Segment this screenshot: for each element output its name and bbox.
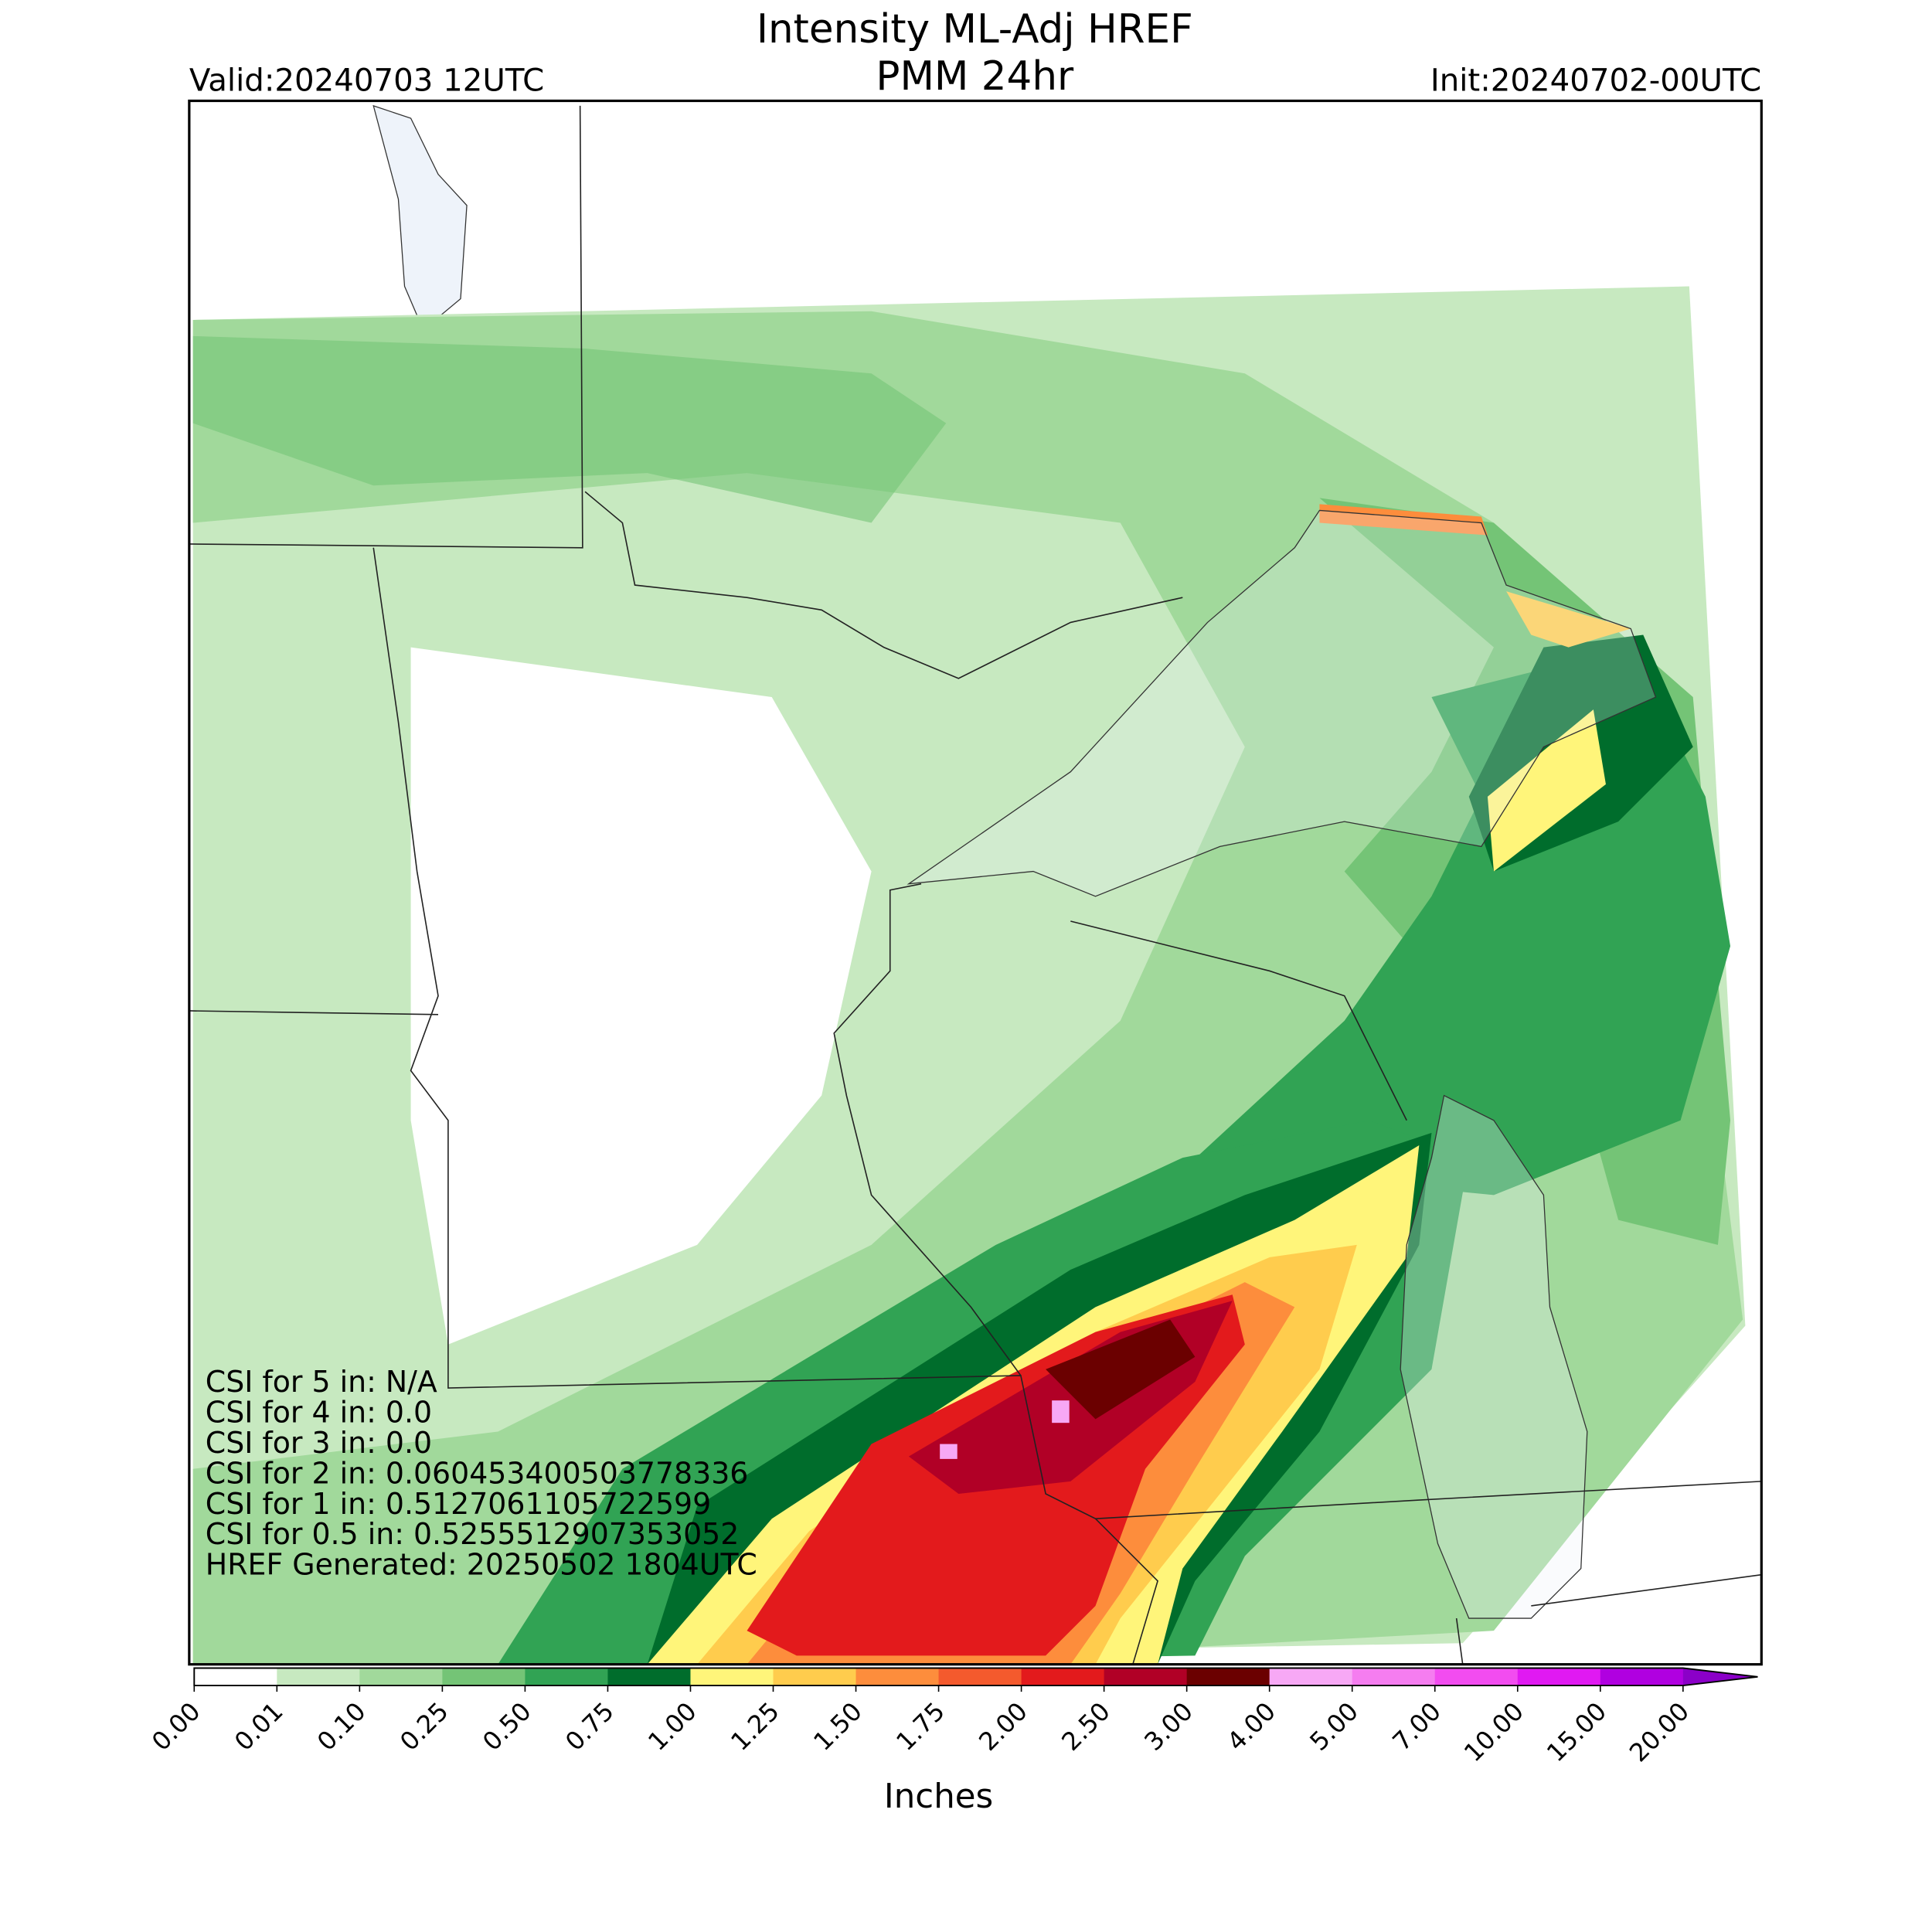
colorbar-segment — [1269, 1668, 1353, 1686]
colorbar-tick-label: 0.75 — [560, 1696, 620, 1757]
colorbar-segment — [525, 1668, 609, 1686]
colorbar-tick-label: 0.01 — [229, 1696, 289, 1757]
map — [188, 99, 1763, 1666]
map-frame — [188, 99, 1763, 1666]
colorbar-tick-label: 1.75 — [890, 1696, 951, 1757]
precip-field — [1046, 1319, 1196, 1420]
colorbar-tick-label: 3.00 — [1138, 1696, 1199, 1757]
colorbar-tick-label: 4.00 — [1221, 1696, 1281, 1757]
state-border — [1070, 920, 1407, 1121]
colorbar: 0.00 0.01 0.10 0.25 0.50 0.75 1.00 1.25 1.50 1.75… — [146, 1667, 1758, 1767]
precip-field — [1319, 504, 1488, 536]
colorbar-tick-label: 7.00 — [1386, 1696, 1447, 1757]
colorbar-segment — [773, 1668, 857, 1686]
colorbar-segment — [1021, 1668, 1105, 1686]
stat-line: CSI for 5 in: N/A — [206, 1365, 437, 1399]
valid-time: Valid:20240703 12UTC — [189, 63, 544, 99]
precip-field — [1052, 1400, 1070, 1423]
colorbar-tick-label: 0.10 — [311, 1696, 372, 1757]
colorbar-tick-label: 2.00 — [973, 1696, 1033, 1757]
colorbar-extend — [1682, 1668, 1758, 1686]
title: Intensity ML-Adj HREF — [757, 6, 1193, 53]
lake — [1400, 1094, 1588, 1619]
lake — [906, 509, 1657, 897]
precip-field — [410, 647, 872, 1345]
colorbar-tick-label: 20.00 — [1624, 1696, 1695, 1767]
colorbar-segment — [1104, 1668, 1188, 1686]
colorbar-label: Inches — [884, 1777, 993, 1816]
colorbar-segment — [359, 1668, 444, 1686]
colorbar-tick-label: 1.25 — [725, 1696, 785, 1757]
stat-line: CSI for 1 in: 0.5127061105722599 — [206, 1487, 711, 1521]
colorbar-tick-label: 5.00 — [1304, 1696, 1364, 1757]
colorbar-tick-label: 2.50 — [1056, 1696, 1116, 1757]
precip-field — [192, 335, 947, 523]
state-border — [833, 883, 1022, 1376]
stat-line: HREF Generated: 20250502 1804UTC — [206, 1548, 757, 1582]
colorbar-tick-label: 0.50 — [477, 1696, 537, 1757]
colorbar-segment — [690, 1668, 774, 1686]
stat-line: CSI for 0.5 in: 0.5255512907353052 — [206, 1517, 740, 1551]
colorbar-segment — [1352, 1668, 1436, 1686]
colorbar-tick-label: 0.00 — [146, 1696, 206, 1757]
colorbar-tick-label: 15.00 — [1541, 1696, 1612, 1767]
colorbar-segment — [1186, 1668, 1270, 1686]
state-border — [189, 1010, 439, 1015]
colorbar-segment — [442, 1668, 526, 1686]
colorbar-segment — [194, 1668, 278, 1686]
init-time: Init:20240702-00UTC — [1430, 63, 1761, 99]
precip-field — [1487, 709, 1606, 872]
colorbar-tick-label: 1.00 — [642, 1696, 702, 1757]
colorbar-segment — [277, 1668, 361, 1686]
precip-field — [1506, 591, 1631, 648]
colorbar-tick-label: 1.50 — [808, 1696, 868, 1757]
stat-line: CSI for 2 in: 0.060453400503778336 — [206, 1456, 749, 1490]
colorbar-segment — [855, 1668, 940, 1686]
state-border — [189, 105, 583, 549]
stat-line: CSI for 4 in: 0.0 — [206, 1395, 432, 1429]
state-border — [584, 491, 1183, 679]
state-border — [1095, 1481, 1762, 1520]
colorbar-tick-label: 10.00 — [1458, 1696, 1529, 1767]
colorbar-segment — [1600, 1668, 1684, 1686]
colorbar-outline — [193, 1667, 1758, 1687]
colorbar-tick-label: 0.25 — [394, 1696, 454, 1757]
state-border — [1455, 1573, 1762, 1665]
colorbar-segment — [607, 1668, 692, 1686]
lake — [372, 104, 468, 331]
colorbar-segment — [1517, 1668, 1601, 1686]
colorbar-segment — [1434, 1668, 1519, 1686]
colorbar-segment — [938, 1668, 1022, 1686]
stat-line: CSI for 3 in: 0.0 — [206, 1426, 432, 1460]
title: PMM 24hr — [876, 53, 1074, 100]
state-border — [372, 547, 1158, 1665]
precip-field — [940, 1444, 957, 1459]
